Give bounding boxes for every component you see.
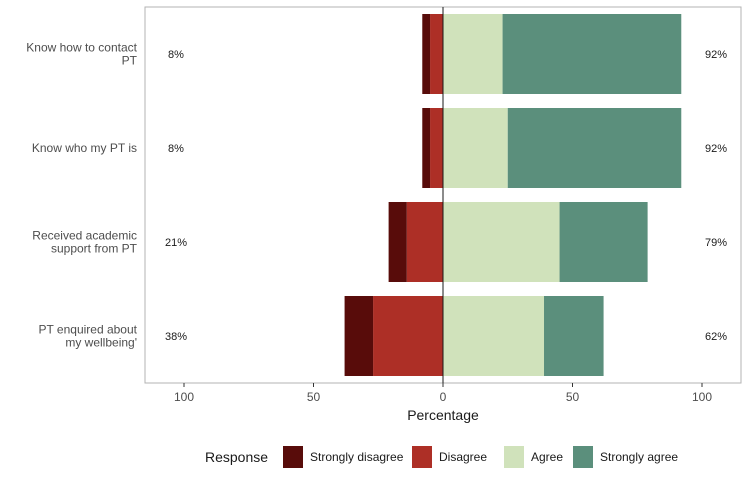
legend-key — [283, 446, 303, 468]
legend-label: Strongly disagree — [310, 450, 404, 464]
bars-layer — [344, 14, 682, 376]
bar-strongly-agree — [544, 296, 604, 376]
legend-title: Response — [205, 449, 268, 465]
bar-disagree — [406, 202, 443, 282]
legend-key — [412, 446, 432, 468]
positive-percent-label: 79% — [705, 237, 727, 249]
x-axis-title: Percentage — [407, 407, 479, 423]
x-tick-label: 50 — [566, 390, 580, 404]
legend: Response Strongly disagree Disagree Agree St… — [205, 446, 678, 468]
percent-labels: 8% 92% 8% 92% 21% 79% 38% 62% — [165, 49, 727, 343]
negative-percent-label: 8% — [168, 49, 184, 61]
bar-strongly-disagree — [344, 296, 374, 376]
category-label: Received academic support from PT — [32, 229, 137, 256]
category-label: PT enquired about my wellbeing' — [38, 323, 137, 350]
positive-percent-label: 92% — [705, 49, 727, 61]
bar-strongly-agree — [502, 14, 682, 94]
x-tick-label: 100 — [174, 390, 194, 404]
bar-strongly-disagree — [422, 14, 431, 94]
positive-percent-label: 62% — [705, 331, 727, 343]
legend-key — [504, 446, 524, 468]
negative-percent-label: 38% — [165, 331, 187, 343]
x-axis: 100 50 0 50 100 — [174, 383, 712, 404]
bar-agree — [443, 14, 503, 94]
legend-label: Strongly agree — [600, 450, 678, 464]
negative-percent-label: 21% — [165, 237, 187, 249]
category-label: Know how to contact PT — [26, 41, 137, 68]
bar-disagree — [430, 108, 443, 188]
legend-label: Agree — [531, 450, 563, 464]
legend-key — [573, 446, 593, 468]
bar-disagree — [430, 14, 443, 94]
category-labels: Know how to contact PT Know who my PT is Re… — [26, 41, 137, 350]
bar-agree — [443, 108, 508, 188]
bar-strongly-agree — [559, 202, 648, 282]
bar-strongly-disagree — [422, 108, 431, 188]
bar-agree — [443, 296, 545, 376]
category-label: Know who my PT is — [32, 141, 137, 155]
bar-strongly-agree — [507, 108, 682, 188]
positive-percent-label: 92% — [705, 143, 727, 155]
bar-disagree — [373, 296, 443, 376]
bar-agree — [443, 202, 560, 282]
x-tick-label: 50 — [307, 390, 321, 404]
negative-percent-label: 8% — [168, 143, 184, 155]
bar-strongly-disagree — [388, 202, 407, 282]
x-tick-label: 100 — [692, 390, 712, 404]
legend-label: Disagree — [439, 450, 487, 464]
x-tick-label: 0 — [440, 390, 447, 404]
